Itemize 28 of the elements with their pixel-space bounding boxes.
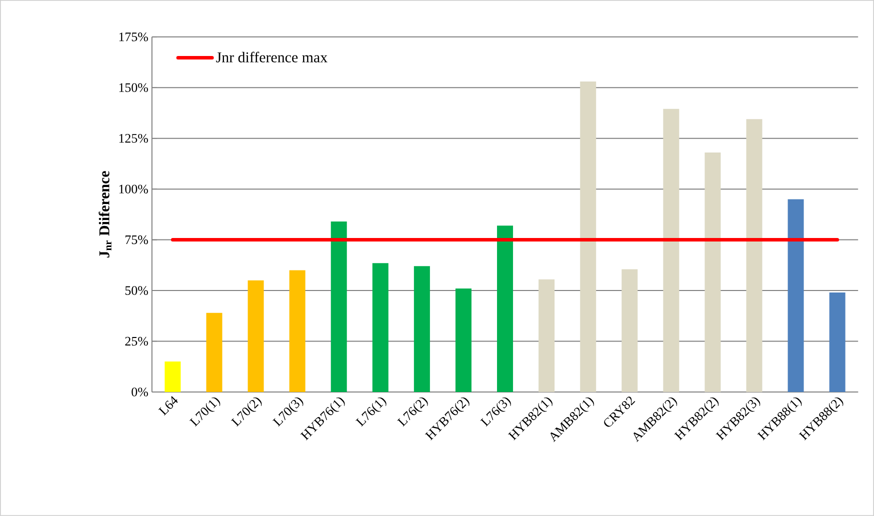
bar [164, 362, 181, 392]
bar [414, 266, 430, 392]
bar [746, 119, 762, 392]
y-axis-title: J$_{nr}$ Diiference [98, 171, 112, 258]
bar [330, 222, 347, 392]
bar [829, 292, 846, 392]
bar [248, 280, 264, 392]
y-tick-label: 175% [119, 32, 148, 42]
bar [580, 82, 596, 392]
legend-label: Jnr difference max [216, 52, 328, 62]
bar [497, 226, 514, 392]
bar [372, 263, 388, 392]
y-tick-label: 50% [125, 286, 148, 295]
x-tick-label: L64 [158, 396, 178, 416]
y-tick-label: 75% [126, 235, 148, 244]
y-tick-label: 125% [119, 134, 148, 143]
bar [704, 152, 721, 392]
y-tick-label: 0% [132, 388, 148, 396]
bar [663, 108, 680, 392]
y-tick-label: 100% [119, 184, 148, 194]
y-tick-label: 25% [125, 336, 148, 346]
bar [206, 312, 222, 392]
bar [788, 199, 804, 392]
y-tick-label: 150% [119, 83, 148, 92]
bar [538, 279, 555, 392]
bar [289, 270, 306, 392]
bar [455, 288, 472, 392]
bar [622, 269, 638, 392]
